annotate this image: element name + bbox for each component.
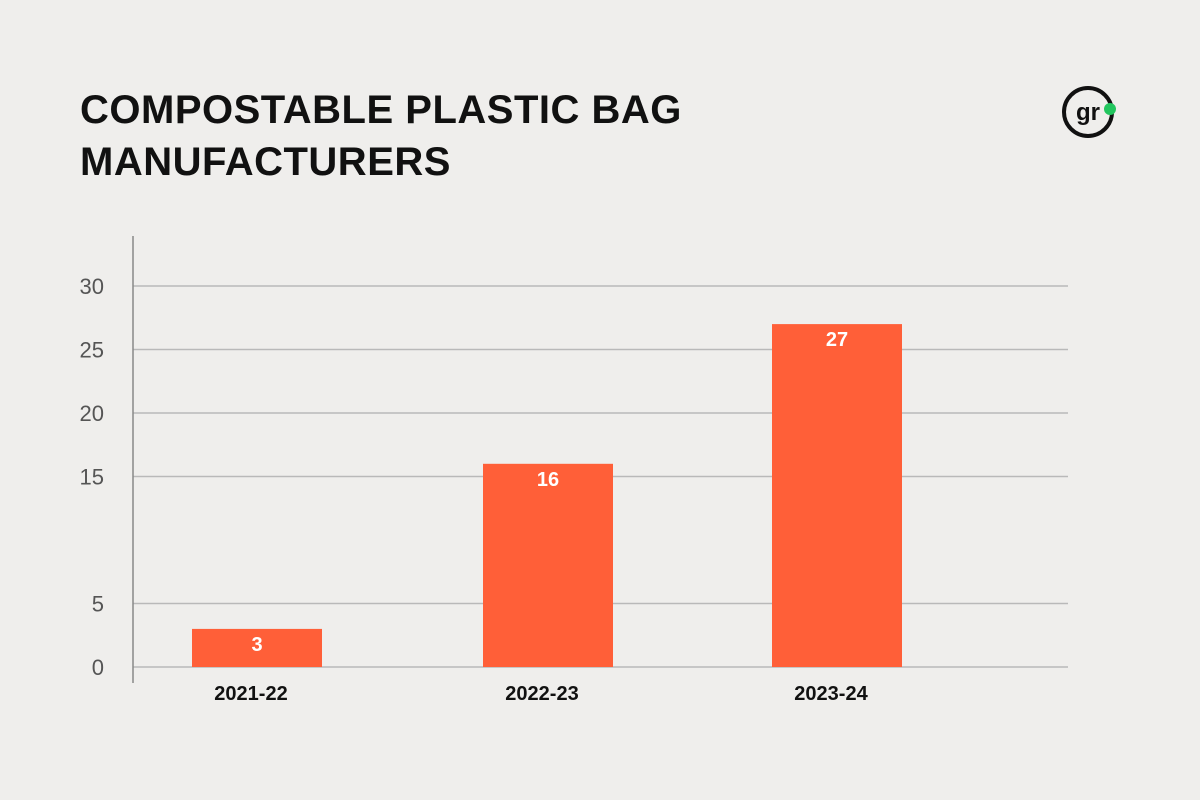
y-tick-label: 20 [80, 401, 104, 426]
chart-title-line-1: COMPOSTABLE PLASTIC BAG [80, 88, 682, 132]
logo-dot [1104, 103, 1116, 115]
bar-2023-24 [772, 324, 902, 667]
y-tick-label: 15 [80, 465, 104, 490]
bar-2021-22 [192, 628, 322, 667]
bar-value-label: 3 [251, 634, 262, 656]
y-axis-ticks: 0 5 15 20 25 30 [80, 274, 104, 680]
x-category-label: 2022-23 [505, 683, 578, 705]
x-category-label: 2021-22 [214, 683, 287, 705]
x-category-label: 2023-24 [794, 683, 868, 705]
gr-logo-icon: gr [1062, 86, 1116, 138]
y-tick-label: 0 [92, 655, 104, 680]
y-tick-label: 5 [92, 592, 104, 617]
y-tick-label: 30 [80, 274, 104, 299]
logo-text: gr [1076, 99, 1100, 126]
bar-2022-23 [483, 463, 613, 667]
x-axis-labels: 2021-22 2022-23 2023-24 [214, 683, 868, 705]
y-tick-label: 25 [80, 338, 104, 363]
chart-title: COMPOSTABLE PLASTIC BAG MANUFACTURERS [80, 84, 682, 188]
bar-value-label: 16 [537, 469, 559, 491]
chart-title-line-2: MANUFACTURERS [80, 140, 451, 184]
bar-value-label: 27 [826, 329, 848, 351]
bars: 3 16 27 [192, 324, 902, 667]
